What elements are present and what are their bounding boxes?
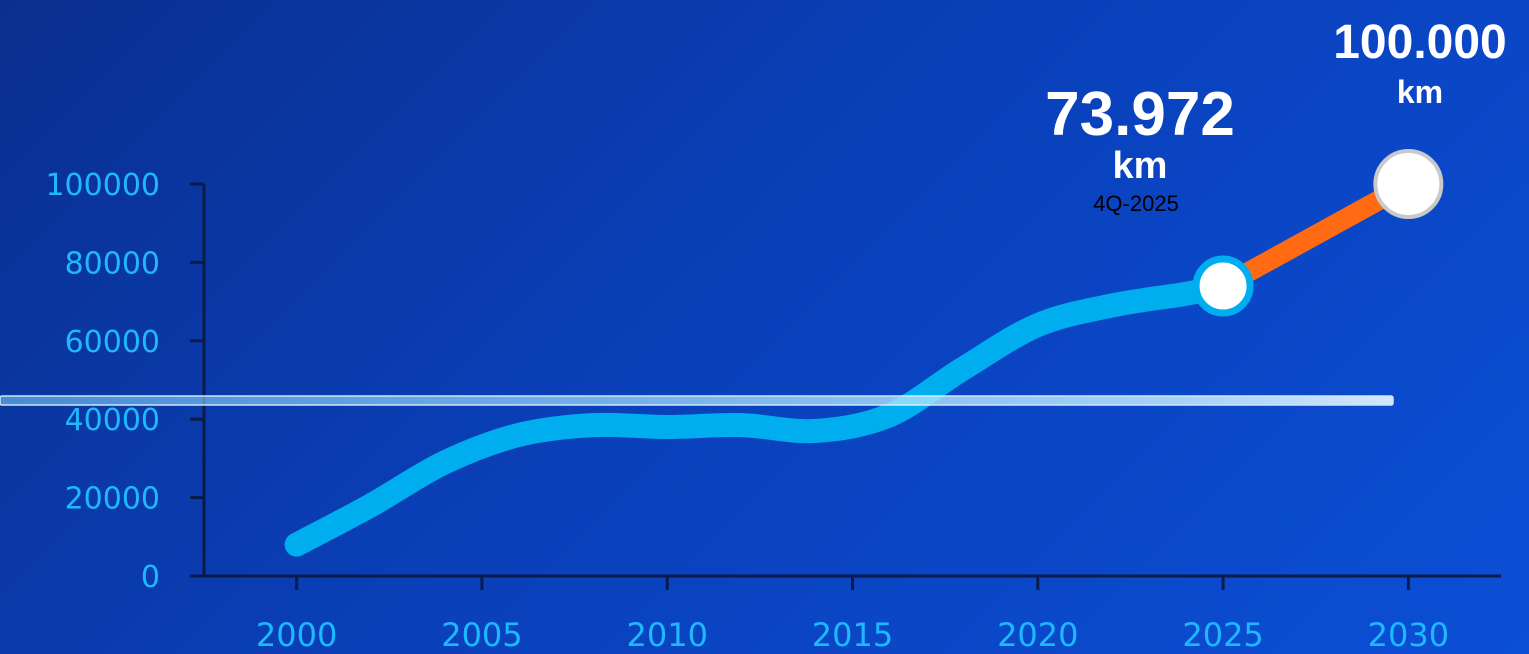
callout-current: 73.972 km 4Q-2025 [1045,80,1235,216]
target-point-marker [1373,149,1444,219]
x-tick-label: 2020 [997,616,1078,654]
y-tick-label: 100000 [45,168,160,203]
x-tick-label: 2015 [812,616,893,654]
highlight-scan-line [0,395,1394,406]
x-tick-label: 2000 [256,616,337,654]
x-tick-label: 2010 [626,616,707,654]
series-layer [284,174,1419,557]
callout-current-period: 4Q-2025 [1093,191,1179,216]
y-tick-label: 80000 [65,246,160,281]
y-axis-ticks: 0 20000 40000 60000 80000 100000 [45,168,204,595]
markers-layer [1192,149,1444,317]
y-tick-label: 0 [141,560,160,595]
callout-target-unit: km [1397,74,1443,110]
y-tick-label: 40000 [65,403,160,438]
x-tick-label: 2030 [1368,616,1449,654]
x-tick-label: 2005 [441,616,522,654]
current-point-marker [1192,255,1254,317]
x-tick-label: 2025 [1182,616,1263,654]
callout-current-unit: km [1113,145,1168,187]
y-tick-label: 20000 [65,482,160,517]
x-axis-ticks: 2000 2005 2010 2015 2020 2025 2030 [256,576,1449,654]
callout-current-value: 73.972 [1045,80,1235,149]
projection-line [1213,174,1419,297]
actual-line [284,274,1236,557]
callout-target-value: 100.000 [1333,16,1507,69]
callout-target: 100.000 km [1333,16,1507,110]
y-tick-label: 60000 [65,325,160,360]
